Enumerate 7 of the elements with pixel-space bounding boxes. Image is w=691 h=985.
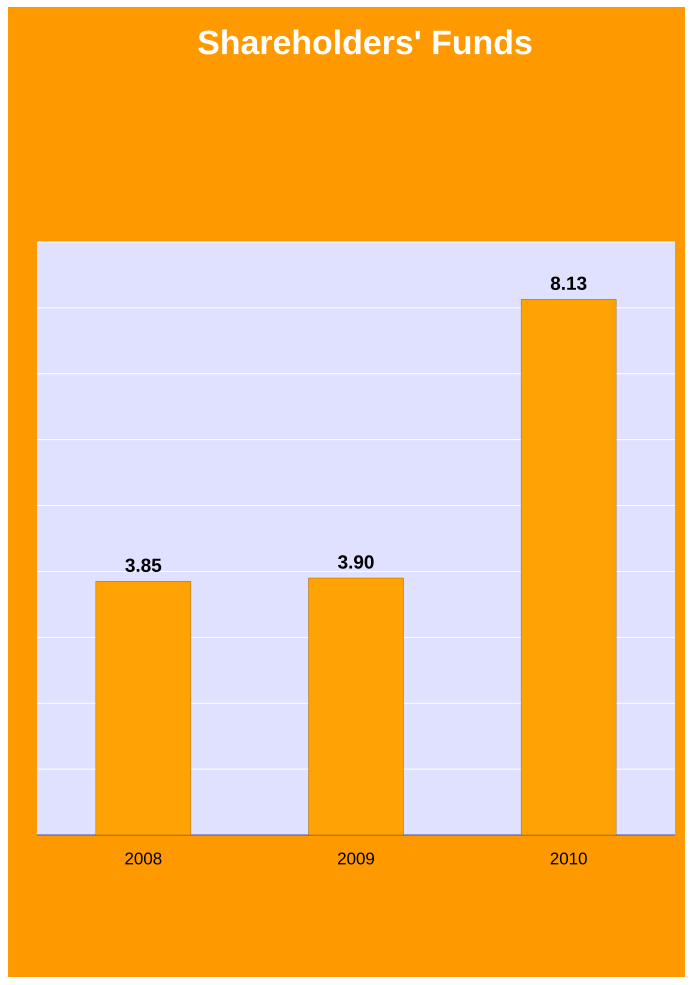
x-tick-label: 2009 xyxy=(338,852,374,865)
data-label: 3.90 xyxy=(338,555,374,569)
data-label: 3.85 xyxy=(125,558,162,572)
x-tick-label: 2008 xyxy=(125,852,162,865)
chart-title: Shareholders' Funds xyxy=(198,30,532,54)
x-tick-label: 2010 xyxy=(550,852,587,865)
data-label: 8.13 xyxy=(550,276,586,290)
